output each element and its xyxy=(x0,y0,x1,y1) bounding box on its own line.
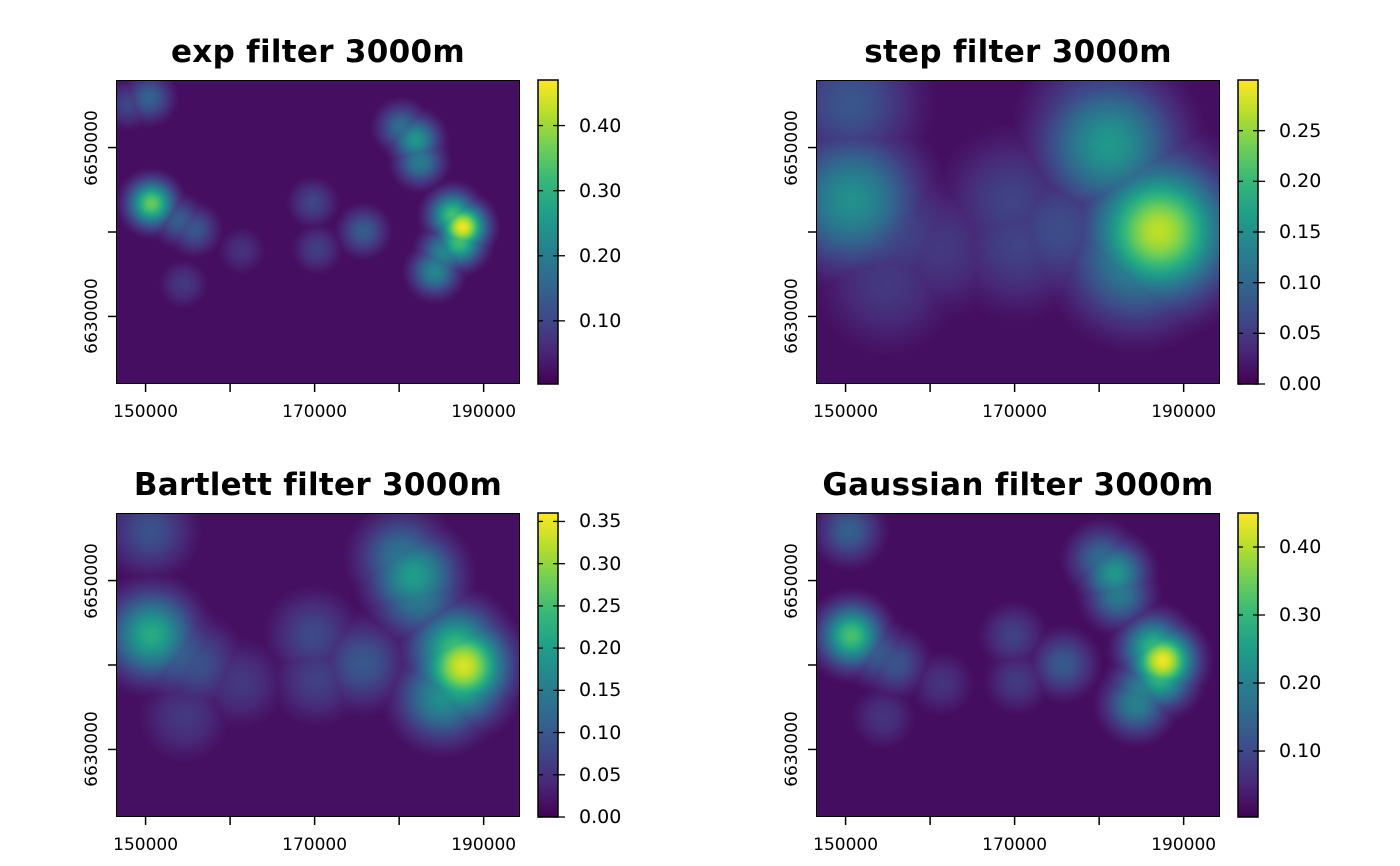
legend-tick-label: 0.10 xyxy=(1279,740,1322,763)
legend-tick-label: 0.10 xyxy=(1279,271,1322,294)
legend-tick-label: 0.20 xyxy=(1279,672,1322,695)
x-tick-label: 150000 xyxy=(813,835,879,855)
x-tick-label: 190000 xyxy=(1151,835,1217,855)
y-axis xyxy=(108,146,116,318)
y-tick-label: 6630000 xyxy=(782,711,802,788)
axes-layer xyxy=(108,79,565,392)
heatmap-raster xyxy=(116,513,520,817)
legend-tick-label: 0.15 xyxy=(579,679,622,702)
y-tick-label: 6650000 xyxy=(82,109,102,186)
panel-bartlett-filter: Bartlett filter 3000m 150000 170000 190000… xyxy=(0,433,700,866)
y-tick-label: 6650000 xyxy=(82,542,102,619)
y-tick-label: 6630000 xyxy=(82,711,102,788)
x-tick-label: 190000 xyxy=(451,402,517,422)
legend-tick-label: 0.05 xyxy=(1279,322,1322,345)
legend-tick-label: 0.20 xyxy=(579,637,622,660)
y-tick-label: 6650000 xyxy=(782,109,802,186)
x-tick-label: 150000 xyxy=(113,835,179,855)
y-axis xyxy=(808,146,816,318)
x-axis xyxy=(144,817,485,825)
legend-tick-label: 0.25 xyxy=(579,594,622,617)
colorbar xyxy=(537,79,559,385)
y-tick-label: 6650000 xyxy=(782,542,802,619)
legend-tick-label: 0.40 xyxy=(579,114,622,137)
axes-layer xyxy=(808,512,1265,825)
panel-title: step filter 3000m xyxy=(864,34,1172,70)
x-tick-label: 150000 xyxy=(113,402,179,422)
colorbar xyxy=(537,512,559,818)
y-axis xyxy=(808,579,816,751)
legend-tick-label: 0.10 xyxy=(579,721,622,744)
x-tick-label: 170000 xyxy=(982,402,1048,422)
panel-step-filter: step filter 3000m 150000 170000 190000 6630… xyxy=(700,0,1400,433)
legend-tick-label: 0.35 xyxy=(579,510,622,533)
x-tick-label: 170000 xyxy=(282,402,348,422)
axes-layer xyxy=(808,79,1265,392)
x-axis xyxy=(844,384,1185,392)
x-axis xyxy=(844,817,1185,825)
colorbar xyxy=(1237,512,1259,818)
y-tick-label: 6630000 xyxy=(782,278,802,355)
legend-tick-label: 0.30 xyxy=(579,552,622,575)
legend-tick-label: 0.00 xyxy=(1279,373,1322,395)
y-tick-label: 6630000 xyxy=(82,278,102,355)
y-axis xyxy=(108,579,116,751)
panel-exp-filter: exp filter 3000m 150000 170000 190000 66300… xyxy=(0,0,700,433)
legend-tick-label: 0.30 xyxy=(1279,604,1322,626)
heatmap-raster xyxy=(816,80,1220,384)
heatmap-raster xyxy=(816,513,1220,817)
x-axis xyxy=(144,384,485,392)
x-tick-label: 170000 xyxy=(282,835,348,855)
legend-tick-label: 0.00 xyxy=(579,806,622,828)
panel-title: Bartlett filter 3000m xyxy=(133,467,503,503)
legend-tick-label: 0.05 xyxy=(579,763,622,786)
x-tick-label: 190000 xyxy=(1151,402,1217,422)
x-tick-label: 150000 xyxy=(813,402,879,422)
legend-tick-label: 0.15 xyxy=(1279,221,1322,243)
legend-tick-label: 0.40 xyxy=(1279,536,1322,558)
panel-title: exp filter 3000m xyxy=(170,34,466,70)
legend-tick-label: 0.10 xyxy=(579,309,622,332)
x-tick-label: 190000 xyxy=(451,835,517,855)
panel-title: Gaussian filter 3000m xyxy=(822,467,1214,503)
legend-tick-label: 0.30 xyxy=(579,179,622,202)
axes-layer xyxy=(108,512,565,825)
legend-tick-label: 0.20 xyxy=(1279,170,1322,193)
panel-gaussian-filter: Gaussian filter 3000m 150000 170000 190000… xyxy=(700,433,1400,866)
heatmap-raster xyxy=(116,80,520,384)
legend-tick-label: 0.20 xyxy=(579,244,622,267)
legend-tick-label: 0.25 xyxy=(1279,119,1322,142)
x-tick-label: 170000 xyxy=(982,835,1048,855)
